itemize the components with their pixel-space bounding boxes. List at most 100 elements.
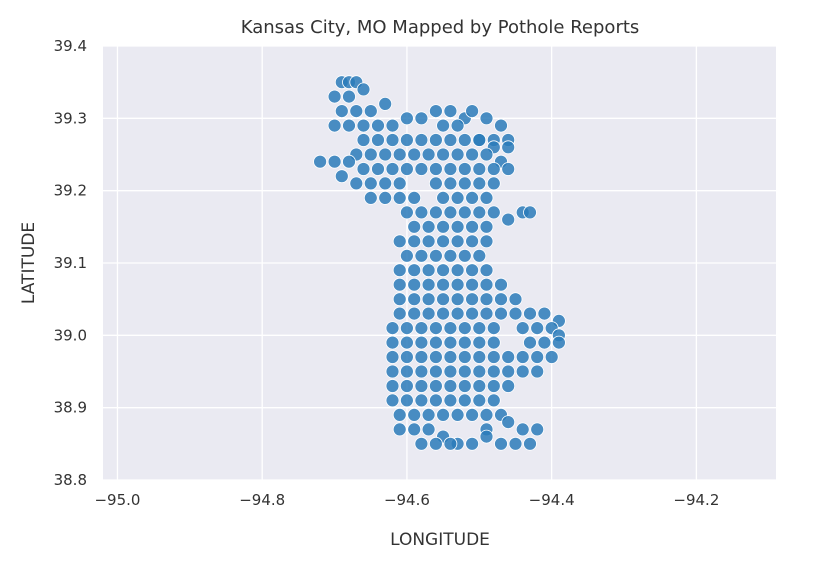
scatter-point (479, 219, 494, 234)
scatter-point (414, 162, 429, 176)
scatter-point (443, 350, 458, 364)
y-tick-label: 39.0 (54, 326, 87, 344)
scatter-point (501, 162, 516, 176)
x-axis-label: LONGITUDE (390, 530, 490, 550)
scatter-point (414, 321, 429, 336)
scatter-point (414, 350, 429, 364)
scatter-point (537, 306, 552, 321)
scatter-point (428, 350, 443, 364)
data-points (313, 75, 566, 451)
scatter-point (327, 118, 342, 133)
scatter-point (450, 407, 465, 422)
scatter-point (392, 292, 407, 307)
scatter-point (465, 277, 480, 292)
scatter-point (494, 118, 508, 133)
scatter-point (378, 190, 393, 205)
scatter-point (494, 292, 508, 307)
scatter-point (363, 190, 378, 205)
scatter-point (399, 350, 414, 364)
scatter-point (399, 133, 414, 147)
scatter-point (407, 263, 422, 278)
scatter-point (378, 147, 393, 162)
scatter-point (414, 133, 429, 147)
scatter-point (399, 321, 414, 336)
scatter-point (457, 393, 472, 408)
scatter-point (407, 147, 422, 162)
scatter-point (428, 393, 443, 408)
scatter-point (472, 321, 487, 336)
scatter-point (428, 364, 443, 379)
scatter-point (457, 162, 472, 176)
scatter-point (465, 190, 480, 205)
x-tick-label: −94.6 (384, 491, 430, 509)
scatter-point (486, 393, 501, 408)
scatter-point (523, 335, 537, 350)
scatter-point (472, 350, 487, 364)
scatter-point (457, 321, 472, 336)
scatter-point (414, 393, 429, 408)
scatter-point (399, 393, 414, 408)
scatter-point (457, 176, 472, 191)
scatter-point (501, 415, 516, 430)
scatter-point (443, 321, 458, 336)
scatter-point (436, 147, 451, 162)
scatter-point (421, 422, 436, 437)
scatter-point (428, 104, 443, 118)
scatter-point (392, 263, 407, 278)
scatter-point (378, 97, 393, 111)
scatter-point (501, 140, 516, 155)
scatter-point (486, 162, 501, 176)
scatter-point (428, 321, 443, 336)
scatter-point (436, 190, 451, 205)
scatter-point (479, 277, 494, 292)
scatter-point (450, 263, 465, 278)
scatter-point (407, 277, 422, 292)
scatter-point (465, 306, 480, 321)
scatter-point (537, 335, 552, 350)
scatter-point (443, 379, 458, 393)
scatter-point (327, 89, 342, 104)
scatter-point (385, 364, 400, 379)
x-tick-label: −94.4 (529, 491, 575, 509)
scatter-point (342, 118, 356, 133)
scatter-point (399, 205, 414, 220)
scatter-point (385, 335, 400, 350)
scatter-point (356, 118, 371, 133)
scatter-point (371, 118, 385, 133)
y-axis-label: LATITUDE (19, 222, 39, 304)
scatter-point (407, 306, 422, 321)
scatter-point (457, 335, 472, 350)
scatter-point (450, 306, 465, 321)
scatter-point (407, 234, 422, 249)
scatter-point (349, 176, 364, 191)
scatter-point (443, 176, 458, 191)
scatter-point (450, 219, 465, 234)
scatter-point (428, 205, 443, 220)
scatter-point (530, 350, 545, 364)
scatter-point (457, 248, 472, 263)
scatter-point (479, 111, 494, 126)
scatter-point (392, 234, 407, 249)
scatter-point (501, 364, 516, 379)
scatter-point (399, 162, 414, 176)
scatter-point (457, 350, 472, 364)
scatter-point (465, 292, 480, 307)
scatter-point (342, 154, 356, 169)
scatter-point (479, 292, 494, 307)
scatter-point (421, 306, 436, 321)
scatter-point (479, 234, 494, 249)
scatter-point (334, 104, 349, 118)
scatter-point (530, 422, 545, 437)
scatter-point (414, 364, 429, 379)
scatter-point (436, 306, 451, 321)
scatter-point (399, 248, 414, 263)
scatter-point (479, 306, 494, 321)
scatter-point (472, 393, 487, 408)
scatter-point (523, 306, 537, 321)
scatter-point (443, 162, 458, 176)
scatter-point (385, 379, 400, 393)
scatter-point (530, 364, 545, 379)
scatter-point (436, 292, 451, 307)
scatter-point (479, 429, 494, 444)
x-tick-label: −94.2 (673, 491, 719, 509)
